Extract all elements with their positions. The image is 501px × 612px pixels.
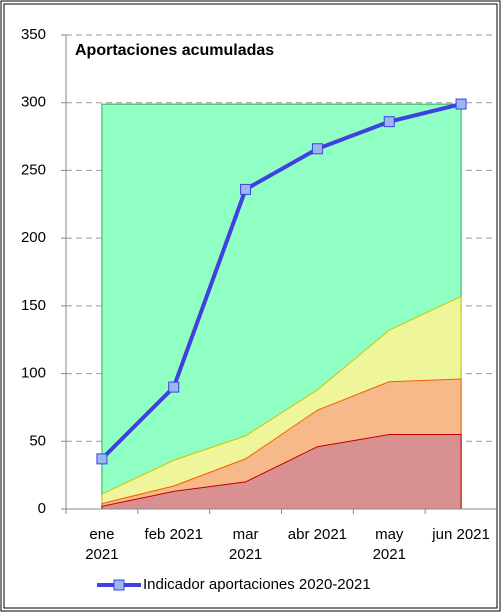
marker bbox=[168, 381, 180, 393]
x-tick-label: abr 2021 bbox=[287, 526, 348, 543]
marker bbox=[311, 143, 323, 155]
marker bbox=[240, 183, 252, 195]
y-tick-label: 200 bbox=[21, 229, 46, 246]
area bbox=[101, 434, 462, 510]
line bbox=[100, 102, 462, 461]
y-tick-label: 350 bbox=[21, 26, 46, 43]
x-tick-label: jun 2021 bbox=[432, 526, 490, 543]
y-tick-label: 100 bbox=[21, 365, 46, 382]
y-tick-label: 0 bbox=[38, 500, 46, 517]
x-tick-label: may 2021 bbox=[372, 526, 406, 563]
inner-border bbox=[3, 3, 498, 609]
x-tick-label: ene 2021 bbox=[85, 526, 119, 563]
chart-title: Aportaciones acumuladas bbox=[75, 42, 274, 59]
marker bbox=[383, 116, 395, 128]
legend-label: Indicador aportaciones 2020-2021 bbox=[143, 576, 371, 593]
marker bbox=[455, 98, 467, 110]
x-tick-label: mar 2021 bbox=[228, 526, 263, 563]
y-tick-label: 50 bbox=[29, 432, 46, 449]
legend-marker bbox=[113, 579, 125, 591]
y-tick-label: 300 bbox=[21, 94, 46, 111]
title-box bbox=[69, 37, 331, 65]
y-tick-label: 150 bbox=[21, 297, 46, 314]
marker bbox=[96, 453, 108, 465]
y-tick-label: 250 bbox=[21, 161, 46, 178]
x-tick-label: feb 2021 bbox=[144, 526, 203, 543]
